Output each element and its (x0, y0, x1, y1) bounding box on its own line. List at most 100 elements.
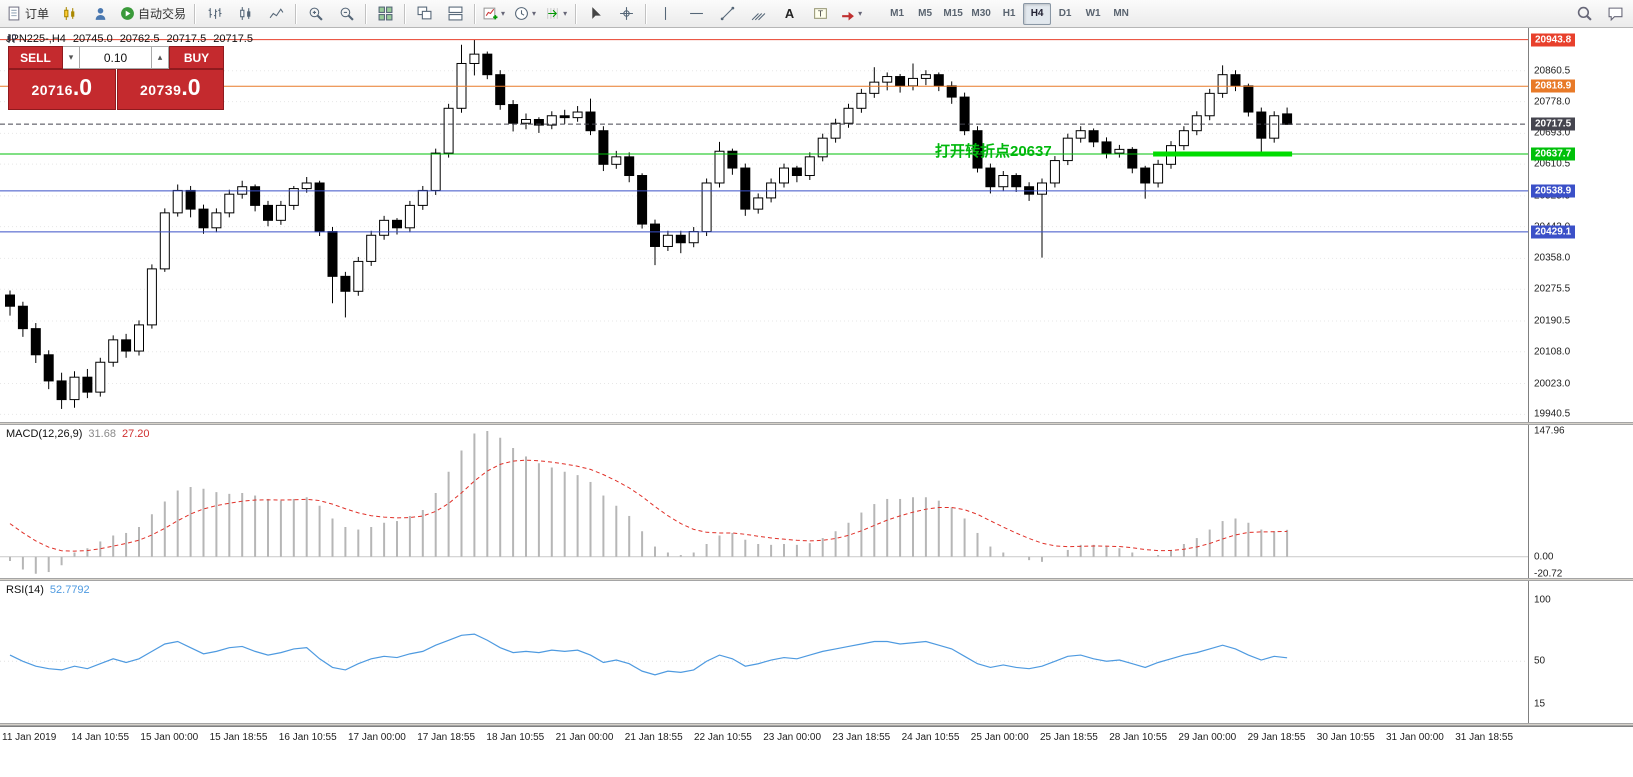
panel-divider[interactable] (0, 723, 1633, 726)
macd-indicator-panel[interactable]: MACD(12,26,9) 31.68 27.20 (0, 425, 1528, 578)
time-tick: 18 Jan 10:55 (486, 732, 545, 743)
cursor-button[interactable] (580, 2, 610, 26)
vertical-line-button[interactable] (650, 2, 680, 26)
axis-tick: 20275.5 (1534, 283, 1571, 295)
one-click-trading-panel: SELL ▾ 0.10 ▴ BUY 20716.0 20739.0 (8, 46, 224, 110)
person-icon (95, 8, 105, 20)
rsi-chart[interactable] (0, 581, 1528, 723)
time-tick: 21 Jan 18:55 (624, 732, 683, 743)
axis-tick: 19940.5 (1534, 408, 1571, 420)
time-tick: 30 Jan 10:55 (1316, 732, 1375, 743)
crosshair-button[interactable] (611, 2, 641, 26)
time-tick: 11 Jan 2019 (2, 732, 57, 743)
high-value: 20762.5 (119, 33, 160, 45)
timeframe-h1[interactable]: H1 (1002, 8, 1016, 19)
cascade-windows-button[interactable] (409, 2, 439, 26)
timeframe-w1[interactable]: W1 (1085, 8, 1101, 19)
axis-tick: 20693.0 (1534, 127, 1571, 139)
tile-horizontal-button[interactable] (440, 2, 470, 26)
chat-icon (1608, 7, 1622, 21)
textA-icon: A (784, 6, 793, 21)
macd-chart[interactable] (0, 425, 1528, 578)
buy-button[interactable]: BUY (169, 46, 224, 69)
axis-tick: 20108.0 (1534, 346, 1571, 358)
period-button[interactable]: ▾ (510, 2, 540, 26)
panel-divider[interactable] (0, 578, 1633, 581)
timeframe-m30[interactable]: M30 (971, 8, 991, 19)
axis-tick: 20190.5 (1534, 315, 1571, 327)
buy-price[interactable]: 20739.0 (116, 69, 224, 110)
arrow-icon (842, 11, 855, 21)
candle-chart-button[interactable] (230, 2, 260, 26)
trendline-button[interactable] (712, 2, 742, 26)
add-indicator-button[interactable]: ▾ (479, 2, 509, 26)
open-value: 20745.0 (72, 33, 113, 45)
timeframe-m5[interactable]: M5 (918, 8, 933, 19)
panel-divider[interactable] (0, 422, 1633, 425)
main-chart-panel[interactable]: JPN225-,H4 20745.0 20762.5 20717.5 20717… (0, 28, 1528, 422)
rsi-label: RSI(14) 52.7792 (6, 584, 90, 596)
doc-icon (8, 6, 20, 21)
close-value: 20717.5 (213, 33, 253, 45)
time-axis[interactable]: 11 Jan 2019 14 Jan 10:55 15 Jan 00:00 15 Ja… (0, 726, 1633, 753)
chart-window-icon (7, 34, 16, 43)
line-chart-button[interactable] (261, 2, 291, 26)
time-tick: 29 Jan 18:55 (1247, 732, 1306, 743)
macd-signal-value: 27.20 (121, 428, 150, 440)
timeframe-h4[interactable]: H4 (1023, 2, 1052, 25)
chart-annotation[interactable]: 打开转折点20637 (935, 143, 1052, 160)
timeframe-d1[interactable]: D1 (1058, 8, 1072, 19)
volume-increase-button[interactable]: ▴ (152, 46, 169, 69)
time-tick: 28 Jan 10:55 (1109, 732, 1168, 743)
label-button[interactable]: T (805, 2, 835, 26)
new-order-button[interactable]: 订单 (3, 2, 53, 26)
sell-price[interactable]: 20716.0 (8, 69, 116, 110)
shift-icon (547, 8, 558, 19)
time-tick: 15 Jan 00:00 (140, 732, 199, 743)
toolbar-separator (645, 3, 647, 24)
labelT-icon: T (813, 8, 827, 19)
time-tick: 22 Jan 10:55 (694, 732, 752, 743)
templates-button[interactable]: ▾ (541, 2, 571, 26)
time-tick: 25 Jan 18:55 (1040, 732, 1098, 743)
price-axis[interactable]: 20860.520778.020693.020610.520525.520443… (1528, 28, 1633, 750)
timeframe-m1[interactable]: M1 (890, 8, 905, 19)
sell-button[interactable]: SELL (8, 46, 63, 69)
candlestick-chart[interactable] (0, 28, 1528, 422)
toolbar-separator (575, 3, 577, 24)
autotrade-button[interactable]: 自动交易 (116, 2, 190, 26)
tile-windows-button[interactable] (370, 2, 400, 26)
zoom-out-button[interactable] (331, 2, 361, 26)
tile-icon (378, 6, 392, 21)
timeframe-m15[interactable]: M15 (943, 8, 963, 19)
new-chart-button[interactable] (54, 2, 84, 26)
horizontal-line-button[interactable] (681, 2, 711, 26)
linechart-icon (269, 8, 283, 19)
community-button[interactable] (1600, 2, 1630, 26)
rsi-indicator-panel[interactable]: RSI(14) 52.7792 (0, 581, 1528, 723)
bar-chart-button[interactable] (199, 2, 229, 26)
toolbar-separator (404, 3, 406, 24)
volume-input[interactable]: 0.10 (80, 46, 152, 69)
time-tick: 23 Jan 18:55 (832, 732, 891, 743)
volume-decrease-button[interactable]: ▾ (63, 46, 80, 69)
search-button[interactable] (1569, 2, 1599, 26)
toolbar-separator (295, 3, 297, 24)
vline-icon (664, 7, 666, 20)
text-button[interactable]: A (774, 2, 804, 26)
timeframe-mn[interactable]: MN (1113, 8, 1129, 19)
time-tick: 16 Jan 10:55 (278, 732, 337, 743)
profile-button[interactable] (85, 2, 115, 26)
zoom-in-button[interactable] (300, 2, 330, 26)
axis-tick: 100 (1534, 594, 1551, 606)
zoomout-icon (340, 7, 354, 21)
time-tick: 31 Jan 00:00 (1386, 732, 1444, 743)
axis-tick: 20610.5 (1534, 158, 1571, 170)
price-level-badge: 20943.8 (1531, 33, 1576, 47)
toolbar-separator (474, 3, 476, 24)
pitchfork-button[interactable] (743, 2, 773, 26)
arrows-button[interactable]: ▾ (836, 2, 866, 26)
price-level-badge: 20717.5 (1531, 117, 1576, 131)
axis-tick: 50 (1534, 655, 1546, 667)
time-tick: 17 Jan 00:00 (348, 732, 406, 743)
